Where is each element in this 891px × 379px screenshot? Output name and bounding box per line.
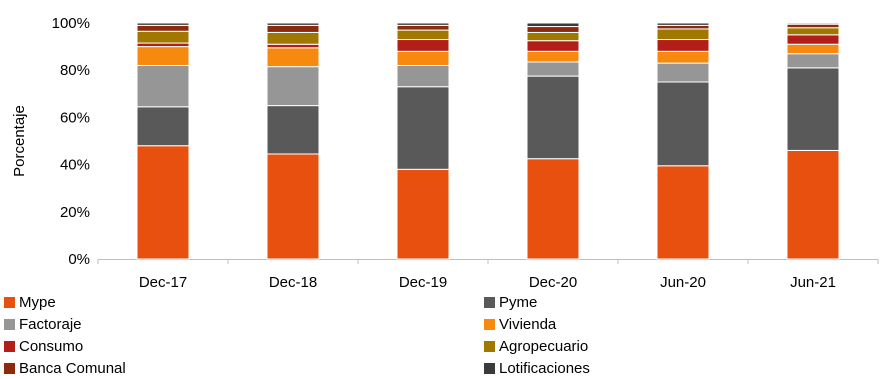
bar-segment-vivienda <box>526 50 580 63</box>
y-tick-label: 20% <box>60 204 90 221</box>
bar-segment-consumo <box>136 42 190 48</box>
y-tick-label: 80% <box>60 62 90 79</box>
bar-segment-lotificaciones <box>786 22 840 25</box>
legend-label: Consumo <box>19 337 84 355</box>
bar-segment-banca-comunal <box>396 24 450 31</box>
legend-label: Mype <box>19 293 56 311</box>
legend-swatch <box>484 340 495 352</box>
bar-segment-pyme <box>786 67 840 151</box>
bar-segment-factoraje <box>786 53 840 69</box>
y-tick-label: 60% <box>60 109 90 126</box>
bar-segment-factoraje <box>526 61 580 77</box>
x-tick-label: Dec-18 <box>269 274 317 290</box>
bar-segment-vivienda <box>266 47 320 68</box>
legend-label: Vivienda <box>499 315 557 333</box>
bar-segment-mype <box>656 165 710 260</box>
x-tick-label: Jun-21 <box>790 274 836 290</box>
bar-segment-agropecuario <box>136 30 190 44</box>
legend-label: Pyme <box>499 293 538 311</box>
bar-segment-consumo <box>656 39 710 52</box>
legend-swatch <box>4 296 15 308</box>
bar-segment-pyme <box>656 81 710 167</box>
legend-item: Lotificaciones <box>484 358 590 378</box>
bar-segment-banca-comunal <box>786 23 840 29</box>
bar-segment-vivienda <box>136 46 190 66</box>
x-tick-label: Jun-20 <box>660 274 706 290</box>
bar-segment-mype <box>266 153 320 260</box>
legend-swatch <box>4 340 15 352</box>
bar-segment-pyme <box>136 106 190 147</box>
legend-swatch <box>484 296 495 308</box>
legend-item: Vivienda <box>484 314 556 334</box>
y-tick-label: 0% <box>68 251 90 268</box>
y-tick-label: 40% <box>60 157 90 174</box>
legend-swatch <box>4 318 15 330</box>
bar-segment-mype <box>396 168 450 260</box>
legend-label: Agropecuario <box>499 337 589 355</box>
y-tick-label: 100% <box>52 15 90 32</box>
bar-segment-agropecuario <box>526 31 580 42</box>
legend-item: Mype <box>4 292 56 312</box>
legend-label: Banca Comunal <box>19 359 126 377</box>
legend-label: Factoraje <box>19 315 82 333</box>
legend-item: Consumo <box>4 336 83 356</box>
x-tick-label: Dec-20 <box>529 274 577 290</box>
bar-segment-consumo <box>266 43 320 49</box>
legend-swatch <box>484 318 495 330</box>
x-axis: Dec-17 Dec-18 Dec-19 Dec-20 Jun-20 Jun-21 <box>97 259 879 290</box>
bar-segment-banca-comunal <box>656 24 710 30</box>
bar-segment-lotificaciones <box>266 22 320 26</box>
bar-segment-vivienda <box>786 43 840 55</box>
legend-item: Banca Comunal <box>4 358 126 378</box>
bar-segment-agropecuario <box>786 27 840 36</box>
legend-swatch <box>484 362 495 374</box>
bar-segment-mype <box>136 145 190 260</box>
legend-swatch <box>4 362 15 374</box>
bar-segment-lotificaciones <box>396 22 450 26</box>
bar-segment-factoraje <box>396 64 450 88</box>
bar-segment-consumo <box>396 39 450 52</box>
bar-segment-pyme <box>396 86 450 170</box>
bar-segment-mype <box>526 158 580 260</box>
x-tick-label: Dec-17 <box>139 274 187 290</box>
legend-item: Pyme <box>484 292 537 312</box>
bar-segment-factoraje <box>656 62 710 83</box>
bar-segment-pyme <box>526 75 580 160</box>
bar-segment-banca-comunal <box>136 24 190 32</box>
legend-item: Factoraje <box>4 314 82 334</box>
bar-segment-factoraje <box>136 64 190 108</box>
bar-segment-lotificaciones <box>136 22 190 26</box>
bar-segment-mype <box>786 149 840 260</box>
bar-segment-lotificaciones <box>526 22 580 28</box>
bar-segment-agropecuario <box>266 31 320 45</box>
y-axis-title: Porcentaje <box>11 105 28 177</box>
legend-item: Agropecuario <box>484 336 588 356</box>
bar-segment-factoraje <box>266 66 320 107</box>
bars <box>136 22 840 260</box>
bar-segment-banca-comunal <box>266 24 320 33</box>
stacked-bar-chart: 0%20%40%60%80%100% Dec-17 Dec-18 Dec-19 Dec… <box>11 15 879 290</box>
bar-segment-consumo <box>526 40 580 52</box>
bar-segment-vivienda <box>656 50 710 64</box>
legend-label: Lotificaciones <box>499 359 590 377</box>
bar-segment-banca-comunal <box>526 26 580 33</box>
bar-segment-agropecuario <box>656 28 710 41</box>
bar-segment-vivienda <box>396 50 450 66</box>
bar-segment-agropecuario <box>396 29 450 41</box>
bar-segment-lotificaciones <box>656 22 710 26</box>
bar-segment-consumo <box>786 34 840 45</box>
bar-segment-pyme <box>266 105 320 155</box>
x-tick-label: Dec-19 <box>399 274 447 290</box>
